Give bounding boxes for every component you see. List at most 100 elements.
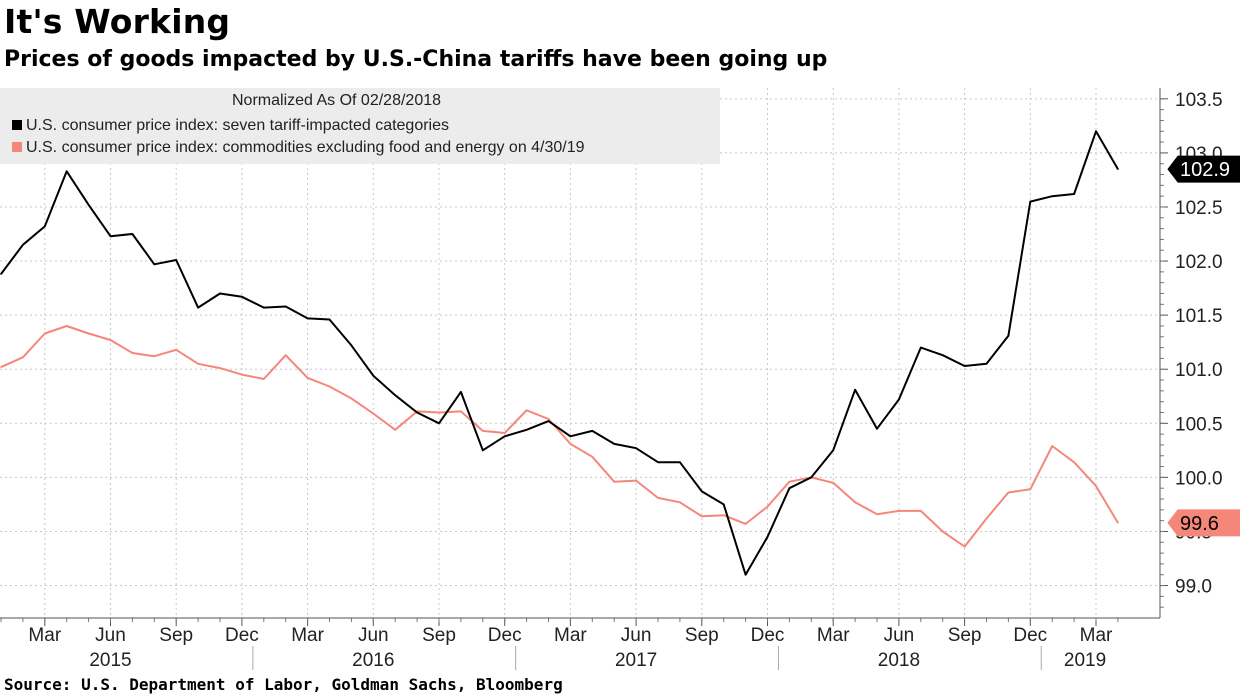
data-point-core [547,418,550,420]
data-point-tariff [197,306,199,309]
data-point-tariff [876,427,878,430]
x-tick-label: Sep [685,625,719,646]
data-point-tariff [438,422,440,425]
data-point-tariff [525,428,528,431]
data-point-core [1073,461,1075,464]
data-point-tariff [1051,195,1053,197]
x-tick-label: Jun [358,625,389,646]
data-point-core [788,480,791,483]
data-point-core [503,432,506,434]
legend-label-core: U.S. consumer price index: commodities e… [26,139,585,156]
data-point-core [284,354,287,356]
y-tick-label: 99.0 [1175,577,1212,598]
y-tick-label: 101.5 [1175,306,1223,327]
legend-label-tariff: U.S. consumer price index: seven tariff-… [26,117,450,134]
data-point-core [525,409,528,412]
data-point-core [482,430,484,432]
data-point-tariff [22,244,24,246]
last-value-flag-tariff [1167,155,1240,183]
data-point-core [1007,491,1010,494]
data-point-core [438,411,440,414]
data-point-tariff [1095,130,1097,133]
data-point-core [241,373,243,376]
data-point-tariff [985,363,988,365]
data-point-core [1029,488,1032,491]
data-point-core [854,501,856,504]
data-point-tariff [241,295,243,298]
y-tick-label: 100.5 [1175,414,1223,435]
data-point-core [1095,485,1097,487]
data-point-tariff [832,449,834,452]
data-point-core [372,412,375,415]
year-label: 2018 [878,650,920,671]
data-point-tariff [1073,193,1075,195]
data-point-core [613,480,615,483]
data-point-core [722,514,725,517]
data-point-tariff [284,305,287,308]
x-tick-label: Mar [291,625,324,646]
data-point-core [460,410,462,413]
y-tick-label: 100.0 [1175,468,1223,489]
year-label: 2015 [89,650,131,671]
x-tick-label: Dec [225,625,259,646]
data-point-core [1051,445,1053,447]
data-point-tariff [503,435,506,438]
data-point-core [920,510,922,512]
data-point-core [898,510,900,512]
year-label: 2017 [615,650,657,671]
data-point-tariff [591,430,594,432]
data-point-core [744,523,747,525]
data-point-tariff [175,259,177,261]
data-point-tariff [65,170,68,173]
legend-swatch-tariff [12,119,22,130]
data-point-tariff [569,435,572,438]
series-line-core [0,325,1119,548]
data-point-tariff [44,225,46,228]
data-point-tariff [679,461,681,464]
data-point-tariff [744,573,747,576]
data-point-core [941,530,944,533]
data-point-core [87,332,90,335]
last-value-flag-core [1167,509,1240,537]
data-point-core [153,355,156,358]
year-label: 2016 [352,650,394,671]
data-point-tariff [0,273,2,275]
x-tick-label: Dec [488,625,522,646]
data-point-core [679,501,681,504]
data-point-tariff [482,449,484,452]
x-tick-label: Jun [884,625,915,646]
source-note: Source: U.S. Department of Labor, Goldma… [4,675,563,694]
data-point-tariff [306,317,309,320]
data-point-core [328,385,331,388]
data-point-core [175,348,177,351]
x-tick-label: Mar [554,625,587,646]
legend [0,88,720,164]
data-point-core [0,366,2,368]
data-point-tariff [701,490,703,493]
x-tick-label: Mar [28,625,61,646]
data-point-tariff [1007,334,1010,337]
data-point-tariff [87,204,90,206]
data-point-core [65,325,68,327]
data-point-tariff [372,374,375,377]
x-tick-label: Sep [948,625,982,646]
last-value-label-core: 99.6 [1180,513,1219,535]
data-point-core [766,505,769,508]
last-value-label-tariff: 102.9 [1180,159,1230,181]
data-point-core [263,378,265,380]
data-point-tariff [263,306,265,309]
data-point-core [876,513,878,515]
data-point-core [22,356,24,359]
data-point-core [963,545,966,548]
data-point-core [306,377,309,379]
chart-subtitle: Prices of goods impacted by U.S.-China t… [4,47,828,72]
data-point-tariff [920,346,922,349]
data-point-tariff [547,420,550,422]
data-point-tariff [394,394,397,396]
y-tick-label: 101.0 [1175,360,1223,381]
data-point-core [591,456,594,458]
data-point-tariff [722,503,725,506]
data-point-tariff [219,292,221,295]
data-point-tariff [416,411,418,414]
x-tick-label: Mar [1080,625,1113,646]
